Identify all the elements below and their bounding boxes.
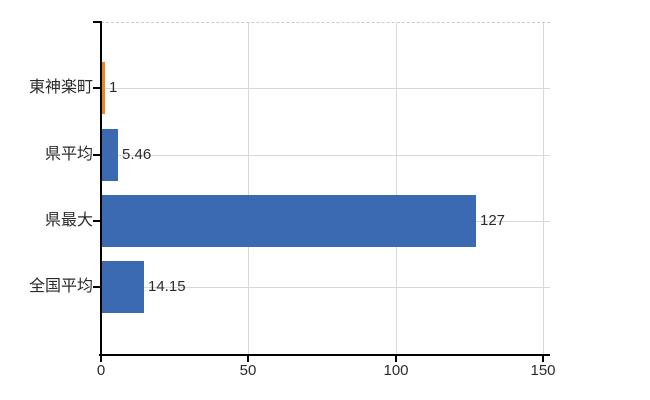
bar-value-label: 127 (480, 212, 506, 229)
bar-blue (102, 261, 144, 313)
category-gridline (102, 155, 550, 156)
x-axis-tick-label: 0 (96, 362, 106, 379)
x-axis-tick (542, 356, 544, 362)
y-axis-tick (93, 286, 101, 288)
bar-value-label: 1 (109, 79, 118, 96)
y-axis-line (100, 21, 102, 355)
category-gridline (102, 88, 550, 89)
bar-orange (102, 62, 105, 114)
category-label: 県最大 (44, 212, 93, 229)
y-axis-tick (93, 87, 101, 89)
vertical-gridline-100 (396, 23, 397, 354)
category-label: 東神楽町 (28, 79, 93, 96)
bar-value-label: 14.15 (148, 278, 186, 295)
bar-blue (102, 129, 118, 181)
x-axis-tick (247, 356, 249, 362)
y-axis-tick (93, 154, 101, 156)
category-label: 県平均 (44, 146, 93, 163)
bar-value-label: 5.46 (122, 146, 152, 163)
x-axis-line (99, 354, 550, 356)
bar-blue (102, 195, 476, 247)
plot-area-top-border (101, 22, 550, 23)
x-axis-tick (100, 356, 102, 362)
y-axis-top-tick (93, 21, 101, 23)
category-label: 全国平均 (28, 278, 93, 295)
x-axis-tick-label: 50 (239, 362, 257, 379)
vertical-gridline-50 (248, 23, 249, 354)
x-axis-tick (395, 356, 397, 362)
x-axis-tick-label: 100 (383, 362, 409, 379)
vertical-gridline-150 (543, 23, 544, 354)
category-gridline (102, 287, 550, 288)
x-axis-tick-label: 150 (530, 362, 556, 379)
y-axis-tick (93, 220, 101, 222)
